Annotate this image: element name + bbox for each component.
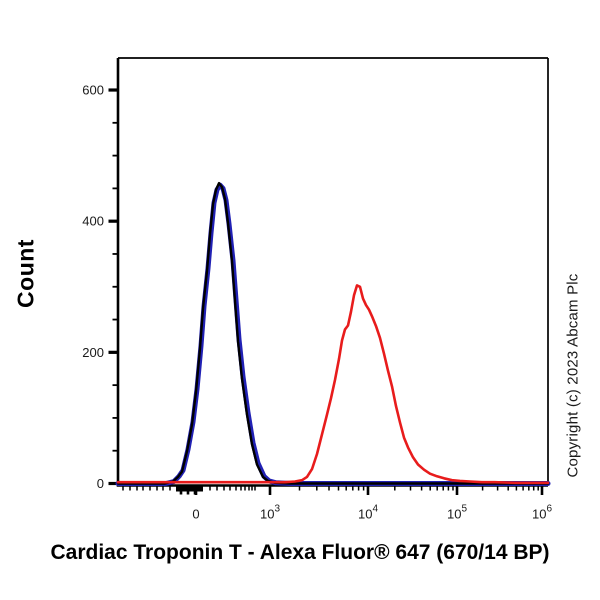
x-tick-label: 105 bbox=[447, 504, 467, 522]
x-tick-label: 104 bbox=[358, 504, 378, 522]
x-tick-label: 0 bbox=[192, 507, 199, 522]
curve-unlabelled-control-black bbox=[116, 181, 550, 485]
plot-border bbox=[116, 57, 549, 487]
copyright-notice: Copyright (c) 2023 Abcam Plc bbox=[564, 273, 582, 478]
y-tick-label: 400 bbox=[82, 214, 104, 229]
chart-title: Cardiac Troponin T - Alexa Fluor® 647 (6… bbox=[50, 541, 550, 564]
histogram-curves bbox=[115, 181, 551, 486]
curve-cardiac-troponin-t-af647-red bbox=[116, 284, 550, 485]
y-axis-ticks: 0 200 400 600 bbox=[82, 83, 118, 491]
x-axis-ticks: 0 103 104 105 106 bbox=[122, 485, 552, 522]
y-tick-label: 200 bbox=[82, 345, 104, 360]
y-tick-label: 600 bbox=[82, 83, 104, 98]
x-tick-label: 106 bbox=[532, 504, 552, 522]
curve-isotype-control-blue bbox=[115, 182, 551, 486]
x-tick-label: 103 bbox=[260, 504, 280, 522]
y-axis-title: Count bbox=[12, 239, 39, 308]
y-tick-label: 0 bbox=[97, 476, 104, 491]
x-zero-tick-cluster bbox=[176, 485, 203, 492]
